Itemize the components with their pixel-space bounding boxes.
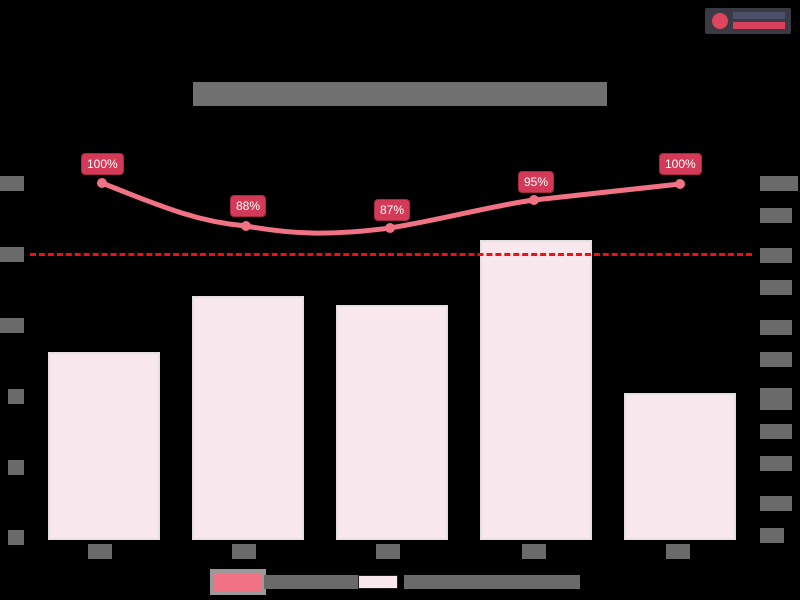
left-axis-tick bbox=[0, 247, 24, 262]
right-axis-tick bbox=[760, 456, 792, 471]
left-axis-tick bbox=[8, 389, 24, 404]
data-label: 100% bbox=[81, 153, 124, 175]
left-axis-tick bbox=[0, 318, 24, 333]
logo-text-bottom: EXPLORER bbox=[733, 22, 785, 29]
category-label bbox=[88, 544, 112, 559]
data-label: 87% bbox=[374, 199, 411, 221]
right-axis-tick bbox=[760, 248, 792, 263]
legend-label-line[interactable] bbox=[264, 575, 360, 589]
bar-5[interactable] bbox=[624, 393, 736, 540]
category-label bbox=[522, 544, 546, 559]
bar-4[interactable] bbox=[480, 240, 592, 540]
right-axis-tick bbox=[760, 320, 792, 335]
bar-2[interactable] bbox=[192, 296, 304, 540]
right-axis-tick bbox=[760, 528, 784, 543]
right-axis-tick bbox=[760, 208, 792, 223]
reference-line bbox=[30, 253, 752, 256]
right-axis-tick bbox=[760, 496, 792, 511]
left-axis-tick bbox=[8, 530, 24, 545]
right-axis-tick bbox=[760, 424, 792, 439]
category-label bbox=[666, 544, 690, 559]
right-axis-tick bbox=[760, 176, 798, 191]
legend-swatch-bar[interactable] bbox=[358, 575, 398, 589]
bar-3[interactable] bbox=[336, 305, 448, 540]
left-axis-tick bbox=[0, 176, 24, 191]
line-point[interactable] bbox=[97, 178, 107, 188]
bar-1[interactable] bbox=[48, 352, 160, 540]
legend-swatch-line[interactable] bbox=[210, 569, 266, 595]
brand-logo: EXPLORER bbox=[705, 8, 791, 34]
legend-label-bar[interactable] bbox=[404, 575, 580, 589]
chart-title bbox=[193, 82, 607, 106]
data-label: 88% bbox=[230, 195, 267, 217]
line-point[interactable] bbox=[385, 223, 395, 233]
left-axis-tick bbox=[8, 460, 24, 475]
legend bbox=[208, 568, 584, 596]
category-label bbox=[232, 544, 256, 559]
line-point[interactable] bbox=[529, 195, 539, 205]
data-label: 100% bbox=[659, 153, 702, 175]
category-label bbox=[376, 544, 400, 559]
data-label: 95% bbox=[518, 171, 555, 193]
right-axis-tick bbox=[760, 280, 792, 295]
right-axis-tick bbox=[760, 388, 792, 410]
line-point[interactable] bbox=[241, 221, 251, 231]
logo-text-top bbox=[733, 12, 785, 19]
line-point[interactable] bbox=[675, 179, 685, 189]
logo-mark-icon bbox=[712, 13, 728, 29]
right-axis-tick bbox=[760, 352, 792, 367]
